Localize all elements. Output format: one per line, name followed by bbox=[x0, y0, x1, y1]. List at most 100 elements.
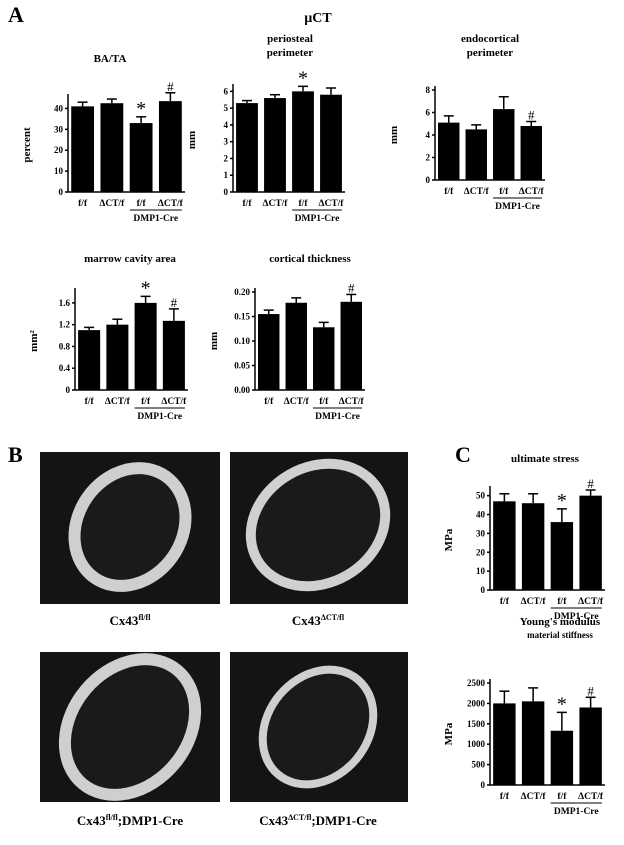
y-tick-label: 0.20 bbox=[234, 287, 250, 297]
x-tick-label: ΔCT/f bbox=[99, 199, 125, 209]
caption: Cx43 bbox=[259, 813, 288, 828]
x-tick-label: f/f bbox=[500, 597, 510, 607]
y-tick-label: 0 bbox=[66, 385, 71, 395]
x-tick-label: ΔCT/f bbox=[339, 397, 365, 407]
y-tick-label: 0.4 bbox=[59, 363, 71, 373]
x-tick-label: f/f bbox=[299, 199, 309, 209]
x-tick-label: ΔCT/f bbox=[105, 397, 131, 407]
x-tick-label: f/f bbox=[500, 792, 510, 802]
x-tick-label: f/f bbox=[243, 199, 253, 209]
bar bbox=[493, 501, 516, 590]
y-tick-label: 2500 bbox=[467, 678, 486, 688]
bar bbox=[158, 101, 182, 192]
y-tick-label: 4 bbox=[426, 130, 431, 140]
image-caption: Cx43fl/fl bbox=[110, 613, 152, 628]
significance-marker: * bbox=[298, 67, 308, 89]
y-tick-label: 50 bbox=[476, 491, 486, 501]
x-tick-label: f/f bbox=[78, 199, 88, 209]
y-tick-label: 0.00 bbox=[234, 385, 250, 395]
y-axis-label: MPa bbox=[443, 528, 455, 551]
y-tick-label: 6 bbox=[224, 86, 229, 96]
chart-title: ultimate stress bbox=[511, 453, 580, 465]
y-axis-label: MPa bbox=[443, 722, 455, 745]
panel-label: A bbox=[8, 2, 24, 27]
significance-marker: # bbox=[587, 683, 594, 698]
significance-marker: # bbox=[171, 295, 178, 310]
significance-marker: # bbox=[528, 108, 535, 123]
chart-title: periosteal bbox=[267, 33, 313, 45]
y-tick-label: 20 bbox=[476, 547, 486, 557]
significance-marker: * bbox=[557, 693, 567, 715]
bar bbox=[100, 103, 124, 192]
x-tick-label: f/f bbox=[85, 397, 95, 407]
group-label: DMP1-Cre bbox=[495, 202, 540, 212]
significance-marker: * bbox=[557, 490, 567, 512]
y-tick-label: 3 bbox=[224, 137, 229, 147]
group-label: DMP1-Cre bbox=[295, 214, 340, 224]
y-tick-label: 10 bbox=[476, 566, 486, 576]
y-tick-label: 0.10 bbox=[234, 336, 250, 346]
chart-title: perimeter bbox=[267, 47, 314, 59]
y-tick-label: 1.6 bbox=[59, 298, 71, 308]
y-tick-label: 1500 bbox=[467, 719, 486, 729]
image-caption: Cx43ΔCT/fl;DMP1-Cre bbox=[259, 813, 377, 828]
caption: Cx43 bbox=[77, 813, 106, 828]
y-tick-label: 0 bbox=[481, 780, 486, 790]
y-tick-label: 5 bbox=[224, 103, 229, 113]
x-tick-label: ΔCT/f bbox=[578, 792, 604, 802]
chart-title: endocortical bbox=[461, 33, 519, 45]
bar bbox=[162, 320, 185, 390]
bar bbox=[313, 327, 335, 390]
caption: Cx43 bbox=[110, 613, 139, 628]
ct-image bbox=[40, 452, 220, 604]
x-tick-label: ΔCT/f bbox=[319, 199, 345, 209]
bar bbox=[493, 703, 516, 785]
bar bbox=[320, 94, 342, 192]
chart-title: BA/TA bbox=[94, 53, 127, 65]
significance-marker: * bbox=[136, 98, 146, 120]
caption-suffix: ;DMP1-Cre bbox=[311, 813, 377, 828]
y-tick-label: 1.2 bbox=[59, 320, 71, 330]
y-tick-label: 0 bbox=[59, 187, 64, 197]
caption: Cx43 bbox=[292, 613, 321, 628]
group-label: DMP1-Cre bbox=[137, 412, 182, 422]
x-tick-label: f/f bbox=[557, 597, 567, 607]
caption-suffix: ;DMP1-Cre bbox=[118, 813, 184, 828]
x-tick-label: ΔCT/f bbox=[158, 199, 184, 209]
x-tick-label: ΔCT/f bbox=[519, 187, 545, 197]
x-tick-label: f/f bbox=[141, 397, 151, 407]
bar bbox=[340, 301, 362, 390]
caption-sup: ΔCT/fl bbox=[321, 613, 345, 622]
chart-title: Young's modulus bbox=[520, 616, 601, 628]
chart-title: perimeter bbox=[467, 47, 514, 59]
y-tick-label: 0.8 bbox=[59, 341, 71, 351]
x-tick-label: ΔCT/f bbox=[464, 187, 490, 197]
y-tick-label: 500 bbox=[472, 760, 486, 770]
x-tick-label: ΔCT/f bbox=[263, 199, 289, 209]
ct-image bbox=[40, 652, 220, 802]
y-tick-label: 0 bbox=[481, 585, 486, 595]
bar bbox=[292, 91, 314, 192]
panel-label: C bbox=[455, 442, 471, 467]
y-tick-label: 2000 bbox=[467, 698, 486, 708]
bar bbox=[78, 330, 101, 390]
y-axis-label: mm bbox=[388, 126, 400, 144]
x-tick-label: ΔCT/f bbox=[578, 597, 604, 607]
bar bbox=[465, 129, 487, 180]
x-tick-label: ΔCT/f bbox=[521, 597, 547, 607]
panel-label: B bbox=[8, 442, 23, 467]
significance-marker: # bbox=[167, 79, 174, 94]
x-tick-label: f/f bbox=[499, 187, 509, 197]
bar bbox=[129, 123, 153, 192]
bar bbox=[264, 98, 286, 192]
image-caption: Cx43fl/fl;DMP1-Cre bbox=[77, 813, 184, 828]
y-tick-label: 2 bbox=[426, 153, 431, 163]
y-tick-label: 0.15 bbox=[234, 312, 250, 322]
significance-marker: # bbox=[348, 280, 355, 295]
bar bbox=[285, 302, 307, 390]
group-label: DMP1-Cre bbox=[554, 612, 599, 622]
y-tick-label: 20 bbox=[54, 145, 64, 155]
bar bbox=[520, 126, 542, 180]
x-tick-label: f/f bbox=[557, 792, 567, 802]
